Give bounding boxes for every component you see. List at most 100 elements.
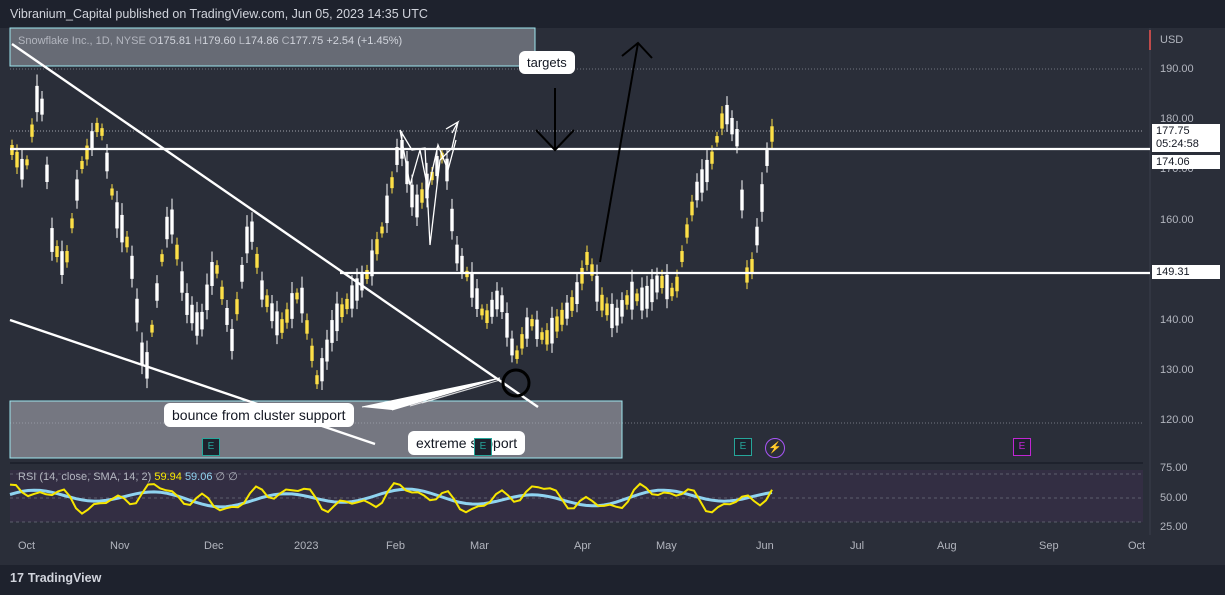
candle-body <box>710 151 714 164</box>
candle-body <box>735 129 739 147</box>
candle-body <box>225 307 229 325</box>
price-tick: 190.00 <box>1160 63 1194 75</box>
candle-body <box>410 184 414 208</box>
candle-body <box>495 290 499 310</box>
candle-body <box>50 228 54 252</box>
dividend-icon[interactable]: ⚡ <box>765 438 785 458</box>
candle-body <box>135 298 139 323</box>
candle-body <box>595 275 599 302</box>
candle-body <box>455 244 459 264</box>
targets-callout[interactable]: targets <box>519 51 575 74</box>
candle-body <box>415 194 419 218</box>
rsi-label[interactable]: RSI (14, close, SMA, 14, 2) <box>18 471 152 483</box>
price-tick: 130.00 <box>1160 364 1194 376</box>
candle-body <box>675 276 679 292</box>
candle-body <box>375 239 379 255</box>
candle-body <box>155 283 159 301</box>
candle-body <box>475 288 479 310</box>
candle-body <box>300 287 304 314</box>
level-tag-lower: 149.31 <box>1152 265 1220 279</box>
tradingview-logo[interactable]: 17 TradingView <box>10 571 101 585</box>
candle-body <box>235 299 239 315</box>
candle-body <box>690 201 694 216</box>
candle-body <box>190 304 194 324</box>
currency-label[interactable]: USD <box>1160 34 1184 46</box>
candle-body <box>420 189 424 203</box>
candle-body <box>280 319 284 333</box>
candle-body <box>45 164 49 182</box>
candle-body <box>65 251 69 263</box>
symbol-legend[interactable]: Snowflake Inc., 1D, NYSE O175.81 H179.60… <box>18 35 402 47</box>
earnings-icon[interactable]: E <box>1013 438 1031 456</box>
candle-body <box>740 189 744 211</box>
candle-body <box>555 316 559 332</box>
candle-body <box>120 214 124 243</box>
bounce-callout[interactable]: bounce from cluster support <box>164 403 354 427</box>
open-label: O <box>148 35 158 47</box>
close-value: 177.75 <box>289 35 324 47</box>
tradingview-logo-icon: 17 <box>10 571 24 585</box>
brand-name: TradingView <box>27 571 102 585</box>
candle-body <box>730 117 734 135</box>
candle-body <box>435 155 439 177</box>
rsi-empty-1: ∅ <box>215 471 226 483</box>
candle-body <box>630 281 634 310</box>
candle-body <box>350 285 354 309</box>
candle-body <box>205 284 209 311</box>
candle-body <box>765 150 769 166</box>
candle-body <box>305 320 309 334</box>
low-value: 174.86 <box>244 35 279 47</box>
candle-body <box>170 209 174 235</box>
candle-body <box>285 309 289 323</box>
candle-body <box>505 313 509 338</box>
candle-body <box>585 252 589 265</box>
candle-body <box>25 159 29 166</box>
price-tick: 120.00 <box>1160 414 1194 426</box>
candle-body <box>340 304 344 317</box>
candle-body <box>700 169 704 193</box>
candle-body <box>275 311 279 336</box>
candle-body <box>755 226 759 246</box>
candle-body <box>605 303 609 316</box>
candle-body <box>130 255 134 279</box>
candle-body <box>90 131 94 149</box>
time-tick: Dec <box>204 540 224 552</box>
time-tick: Aug <box>937 540 957 552</box>
low-label: L <box>238 35 245 47</box>
candle-body <box>20 158 24 180</box>
time-tick: Jul <box>850 540 865 552</box>
candle-body <box>510 338 514 356</box>
time-tick: Sep <box>1039 540 1059 552</box>
candle-body <box>165 216 169 240</box>
rsi-sma-line <box>9 487 773 509</box>
candle-body <box>670 287 674 297</box>
rsi-legend[interactable]: RSI (14, close, SMA, 14, 2) 59.94 59.06 … <box>18 470 238 483</box>
bar-countdown: 05:24:58 <box>1156 138 1199 150</box>
open-value: 175.81 <box>157 35 192 47</box>
candle-body <box>550 317 554 344</box>
candle-body <box>480 308 484 316</box>
candle-body <box>390 177 394 189</box>
extreme-support-callout[interactable]: extreme support <box>408 431 526 455</box>
candle-body <box>620 300 624 317</box>
candle-body <box>185 293 189 315</box>
candle-body <box>70 218 74 229</box>
candle-body <box>320 358 324 382</box>
rsi-line <box>9 482 773 515</box>
earnings-icon[interactable]: E <box>734 438 752 456</box>
earnings-icon[interactable]: E <box>474 438 492 456</box>
candle-body <box>705 159 709 183</box>
candle-body <box>745 267 749 283</box>
symbol-name[interactable]: Snowflake Inc., 1D, NYSE <box>18 35 146 47</box>
candle-body <box>355 278 359 301</box>
footer: 17 TradingView <box>0 565 1225 595</box>
candle-body <box>175 244 179 260</box>
earnings-icon[interactable]: E <box>202 438 220 456</box>
candle-body <box>75 179 79 201</box>
candle-body <box>545 330 549 345</box>
candle-body <box>640 287 644 311</box>
close-label: C <box>281 35 290 47</box>
candle-body <box>725 104 729 125</box>
candle-body <box>560 309 564 325</box>
